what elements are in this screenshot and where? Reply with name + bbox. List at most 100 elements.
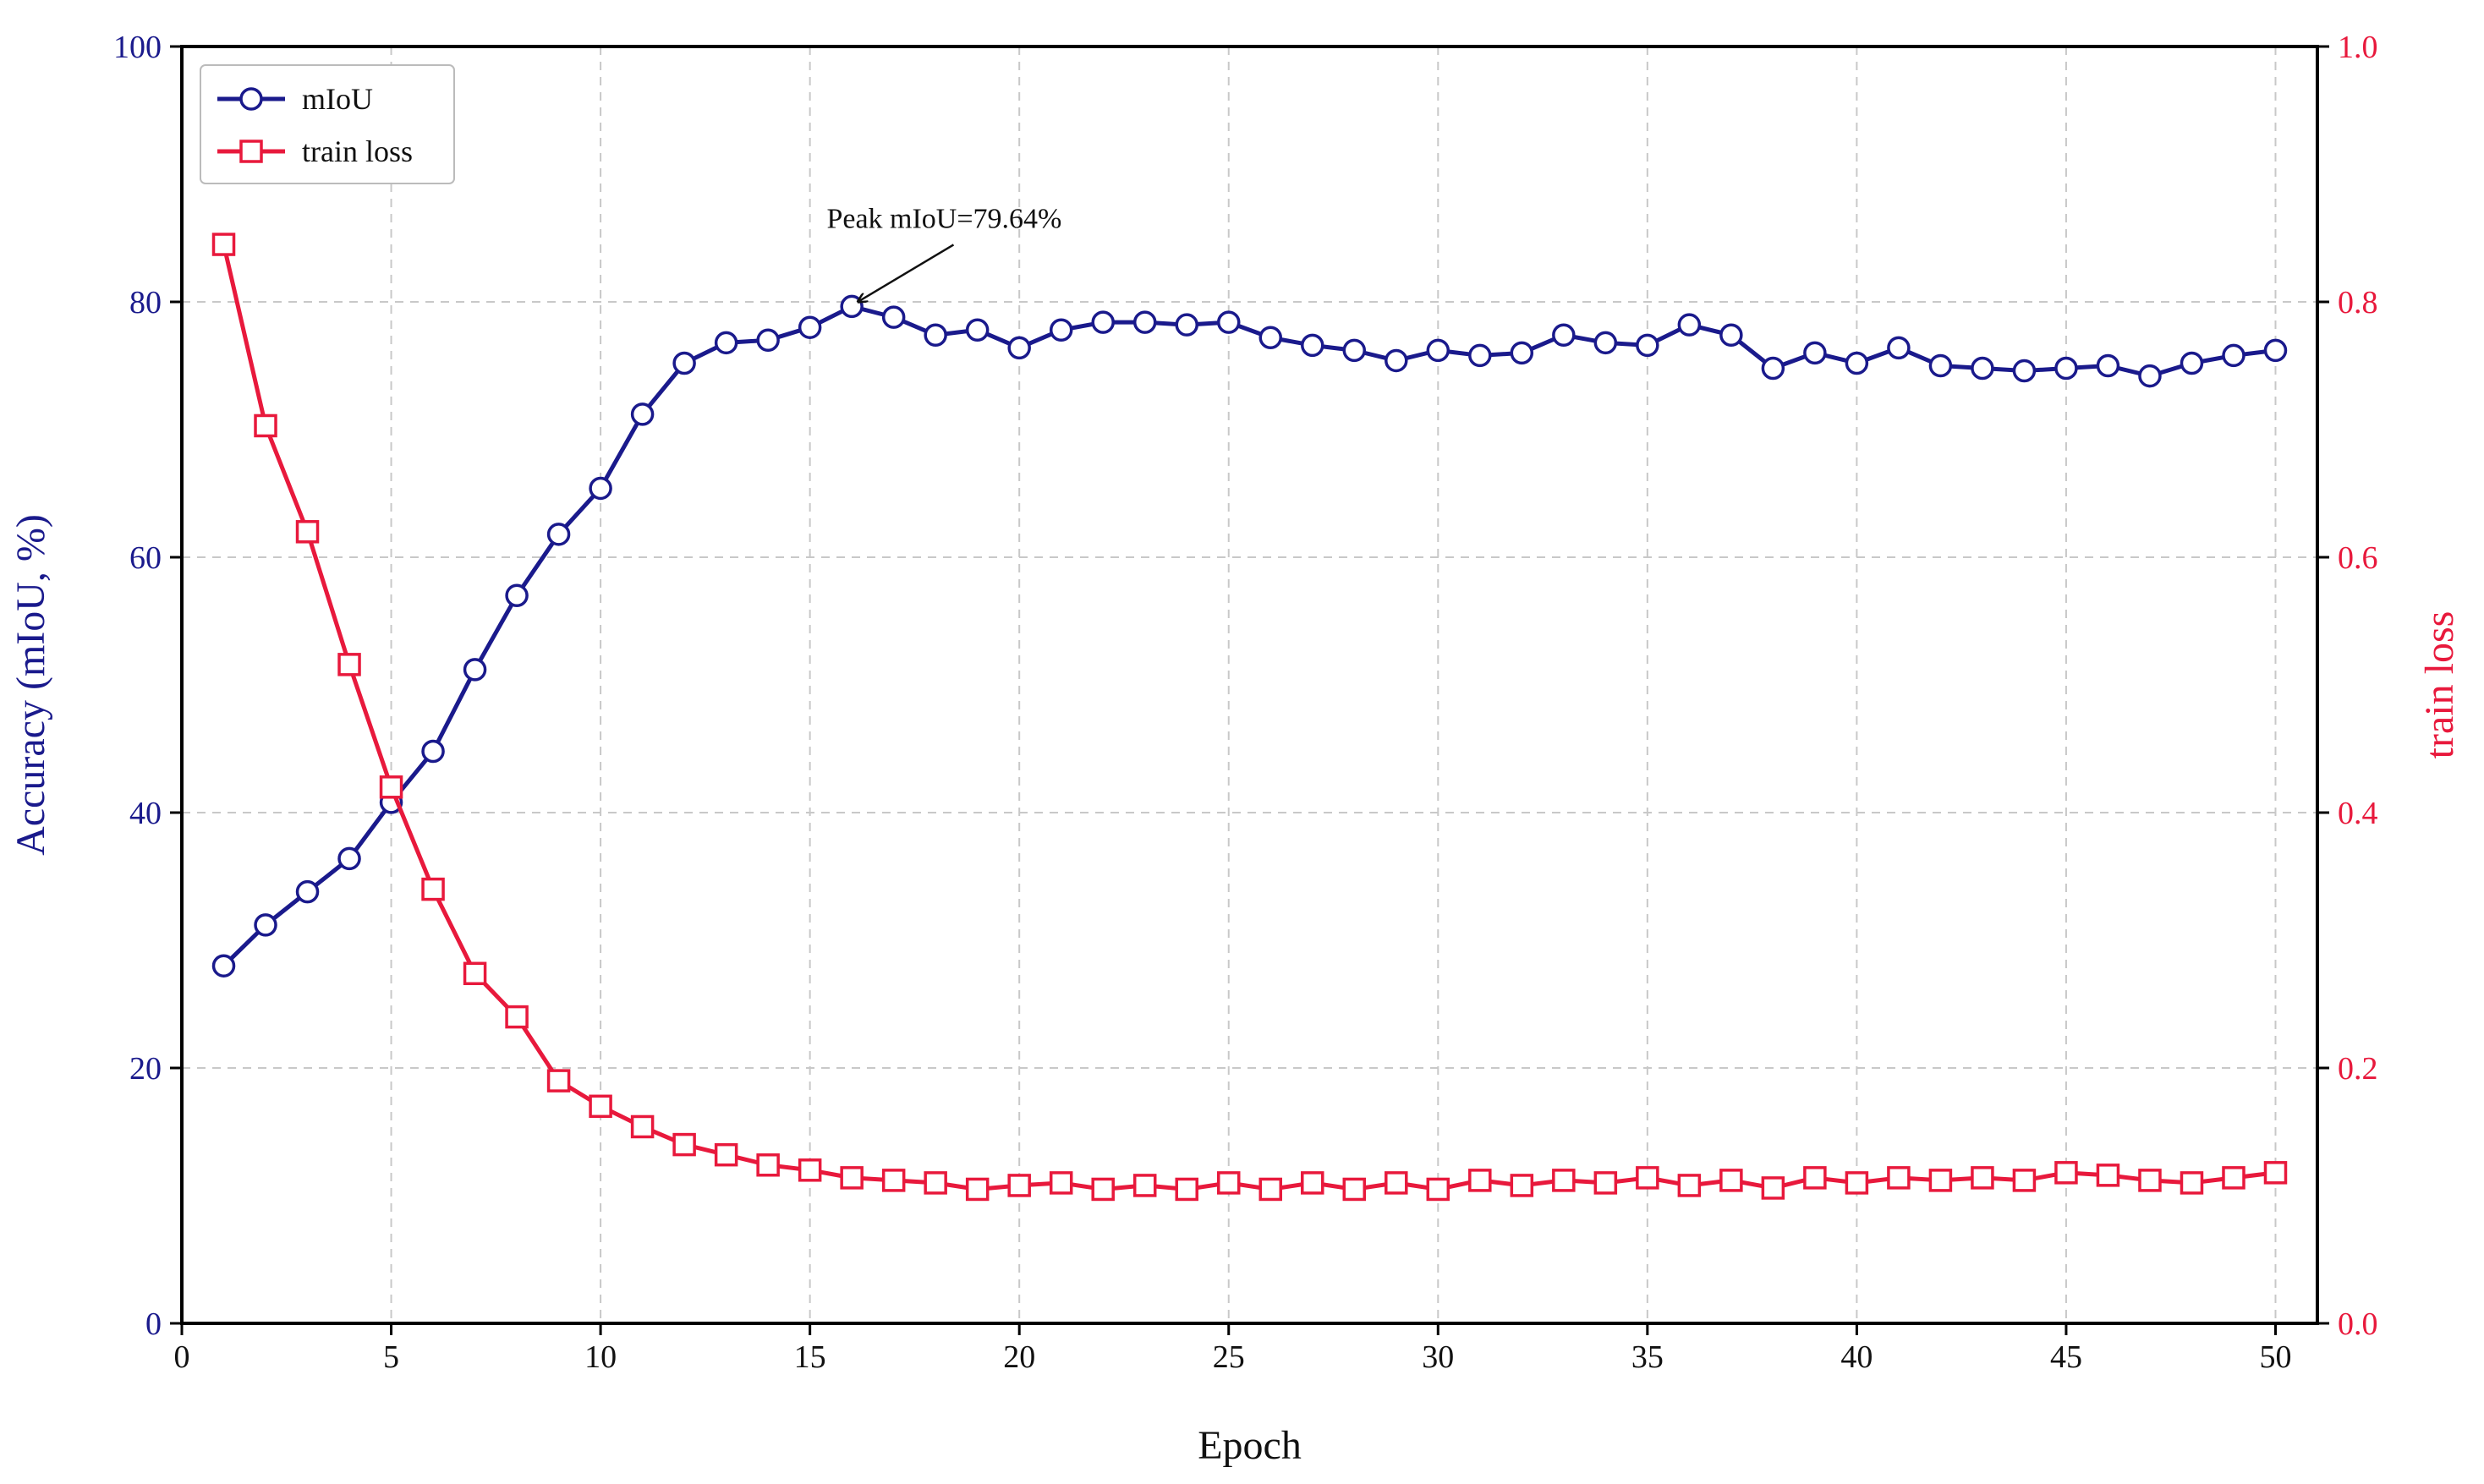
data-point-1-41 — [1928, 1169, 1953, 1192]
x-tick-label-7: 35 — [1631, 1339, 1664, 1375]
plot-frame — [180, 45, 2319, 1325]
data-point-1-44 — [2054, 1161, 2078, 1185]
data-point-0-27 — [1342, 338, 1367, 363]
data-point-1-37 — [1761, 1176, 1785, 1200]
data-point-1-25 — [1258, 1177, 1283, 1202]
annotations: Peak mIoU=79.64% — [826, 203, 1061, 301]
grid — [181, 46, 2317, 1324]
data-point-1-7 — [505, 1005, 529, 1029]
data-point-1-5 — [421, 877, 445, 901]
x-tick-label-9: 45 — [2050, 1339, 2082, 1375]
data-point-1-22 — [1132, 1174, 1157, 1197]
legend: mIoU train loss — [200, 64, 455, 184]
data-point-0-0 — [211, 954, 236, 977]
data-point-1-14 — [798, 1158, 822, 1182]
data-point-1-29 — [1426, 1177, 1450, 1202]
x-axis-label: Epoch — [1198, 1423, 1302, 1468]
x-tick-label-4: 20 — [1003, 1339, 1035, 1375]
data-point-0-18 — [965, 318, 990, 342]
y-tick-label-left-3: 60 — [129, 540, 162, 576]
data-point-0-37 — [1761, 356, 1785, 381]
legend-label-0: mIoU — [302, 82, 373, 116]
data-point-0-12 — [714, 331, 738, 355]
data-point-1-31 — [1510, 1174, 1534, 1197]
y-axis-label-left: Accuracy (mIoU, %) — [8, 514, 53, 856]
plot-border — [180, 45, 2319, 1325]
data-point-0-20 — [1049, 318, 1073, 342]
x-tick-label-10: 50 — [2259, 1339, 2291, 1375]
data-point-1-36 — [1719, 1169, 1743, 1192]
data-point-1-33 — [1593, 1171, 1618, 1195]
data-point-0-32 — [1552, 323, 1576, 348]
data-point-0-19 — [1007, 336, 1031, 360]
data-point-1-26 — [1301, 1171, 1324, 1195]
y-tick-label-left-0: 0 — [145, 1306, 162, 1342]
x-tick-label-5: 25 — [1213, 1339, 1245, 1375]
data-point-1-23 — [1175, 1177, 1198, 1202]
data-point-0-26 — [1301, 333, 1324, 358]
annotation-label-0: Peak mIoU=79.64% — [826, 203, 1061, 234]
data-point-0-31 — [1510, 341, 1534, 365]
data-point-0-34 — [1636, 333, 1659, 358]
data-point-0-14 — [798, 315, 822, 339]
x-tick-label-3: 15 — [794, 1339, 826, 1375]
series-layer — [211, 233, 2288, 1202]
data-point-1-45 — [2096, 1164, 2120, 1187]
data-point-0-5 — [421, 739, 445, 764]
data-point-0-17 — [924, 323, 947, 348]
data-point-0-23 — [1175, 313, 1198, 337]
data-point-0-11 — [672, 351, 696, 375]
data-point-1-12 — [714, 1142, 738, 1167]
legend-box — [200, 64, 455, 184]
data-point-0-38 — [1803, 341, 1827, 365]
data-point-0-16 — [881, 305, 906, 329]
data-point-1-20 — [1049, 1171, 1073, 1195]
data-point-1-46 — [2138, 1169, 2162, 1192]
data-point-0-41 — [1928, 353, 1953, 378]
data-point-0-47 — [2180, 351, 2204, 375]
y-tick-label-left-1: 20 — [129, 1051, 162, 1087]
data-point-1-32 — [1552, 1169, 1576, 1192]
data-point-0-21 — [1091, 310, 1115, 334]
data-point-1-21 — [1091, 1177, 1115, 1202]
data-point-0-48 — [2222, 343, 2245, 368]
data-point-1-48 — [2222, 1166, 2245, 1190]
data-point-1-24 — [1216, 1171, 1241, 1195]
data-point-0-40 — [1887, 336, 1911, 360]
data-point-0-30 — [1468, 343, 1492, 368]
data-point-1-42 — [1971, 1166, 1994, 1190]
x-tick-label-6: 30 — [1422, 1339, 1454, 1375]
series-line-1 — [222, 244, 2276, 1191]
data-point-0-24 — [1216, 310, 1241, 334]
data-point-0-9 — [589, 476, 612, 501]
data-point-1-13 — [756, 1153, 780, 1177]
legend-marker-0 — [239, 87, 263, 111]
x-tick-label-0: 0 — [174, 1339, 190, 1375]
data-point-0-8 — [546, 523, 571, 546]
data-point-1-18 — [965, 1177, 990, 1202]
data-point-0-42 — [1971, 356, 1994, 381]
data-point-0-49 — [2263, 338, 2288, 363]
data-point-0-44 — [2054, 356, 2078, 381]
y-tick-label-right-3: 0.6 — [2338, 540, 2378, 576]
y-tick-label-left-5: 100 — [113, 30, 162, 65]
y-tick-label-right-1: 0.2 — [2338, 1051, 2378, 1087]
y-tick-label-right-5: 1.0 — [2338, 30, 2378, 65]
data-point-1-39 — [1845, 1171, 1869, 1195]
data-point-1-10 — [630, 1114, 655, 1139]
data-point-1-35 — [1677, 1174, 1702, 1197]
data-point-1-6 — [463, 961, 487, 986]
data-point-1-17 — [924, 1171, 947, 1195]
data-point-1-27 — [1342, 1177, 1367, 1202]
data-point-1-49 — [2263, 1161, 2288, 1185]
data-point-1-15 — [840, 1166, 864, 1190]
data-point-1-28 — [1385, 1171, 1408, 1195]
data-point-1-2 — [295, 520, 320, 544]
data-point-0-3 — [337, 846, 361, 871]
data-point-0-2 — [295, 879, 320, 904]
data-point-1-19 — [1007, 1174, 1031, 1197]
data-point-0-43 — [2012, 359, 2037, 383]
data-point-0-13 — [756, 328, 780, 353]
x-tick-label-8: 40 — [1840, 1339, 1873, 1375]
y-axis-label-right: train loss — [2417, 611, 2462, 759]
